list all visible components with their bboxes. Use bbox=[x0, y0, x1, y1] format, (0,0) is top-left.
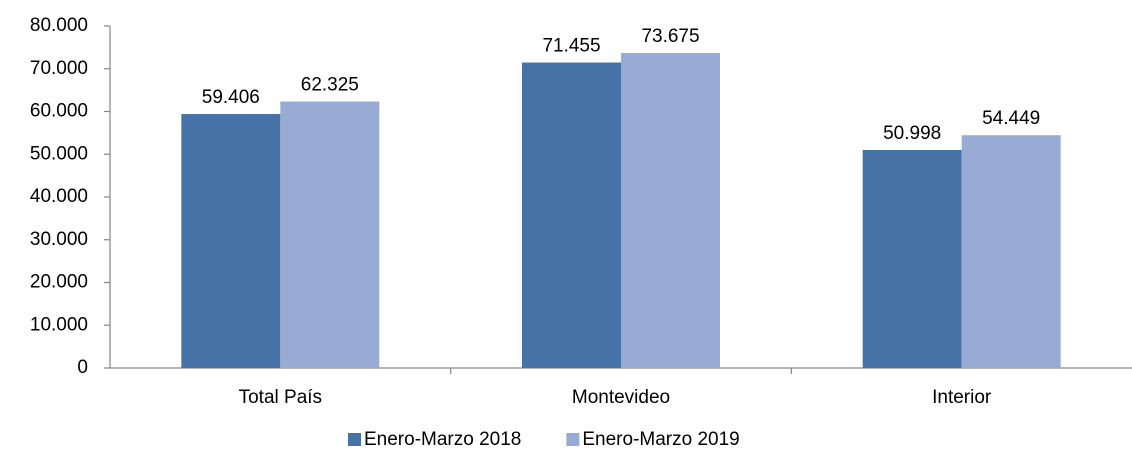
bar bbox=[280, 101, 380, 369]
value-label: 71.455 bbox=[542, 36, 600, 57]
value-label: 59.406 bbox=[202, 87, 260, 108]
y-tick-label: 60.000 bbox=[30, 101, 88, 122]
y-tick-label: 70.000 bbox=[30, 58, 88, 79]
legend-swatch bbox=[348, 433, 361, 446]
y-tick-label: 40.000 bbox=[30, 186, 88, 207]
x-tick-label: Total País bbox=[239, 387, 322, 408]
bar bbox=[621, 53, 720, 369]
y-tick-label: 80.000 bbox=[30, 15, 88, 36]
value-label: 73.675 bbox=[641, 26, 699, 47]
legend-swatch bbox=[566, 433, 580, 446]
x-tick-label: Montevideo bbox=[572, 387, 670, 408]
value-label: 54.449 bbox=[982, 108, 1040, 129]
bar bbox=[961, 135, 1061, 368]
y-tick-label: 10.000 bbox=[30, 314, 88, 335]
bar bbox=[522, 62, 621, 368]
y-tick-label: 0 bbox=[77, 357, 88, 378]
value-label: 50.998 bbox=[883, 123, 941, 144]
y-tick-label: 50.000 bbox=[30, 143, 88, 164]
y-tick-label: 30.000 bbox=[30, 229, 88, 250]
x-tick-label: Interior bbox=[932, 387, 992, 408]
legend-label: Enero-Marzo 2018 bbox=[364, 429, 521, 450]
bar bbox=[862, 149, 962, 368]
y-tick-label: 20.000 bbox=[30, 272, 88, 293]
bar bbox=[181, 114, 281, 368]
value-label: 62.325 bbox=[301, 75, 359, 96]
legend-label: Enero-Marzo 2019 bbox=[582, 429, 739, 450]
